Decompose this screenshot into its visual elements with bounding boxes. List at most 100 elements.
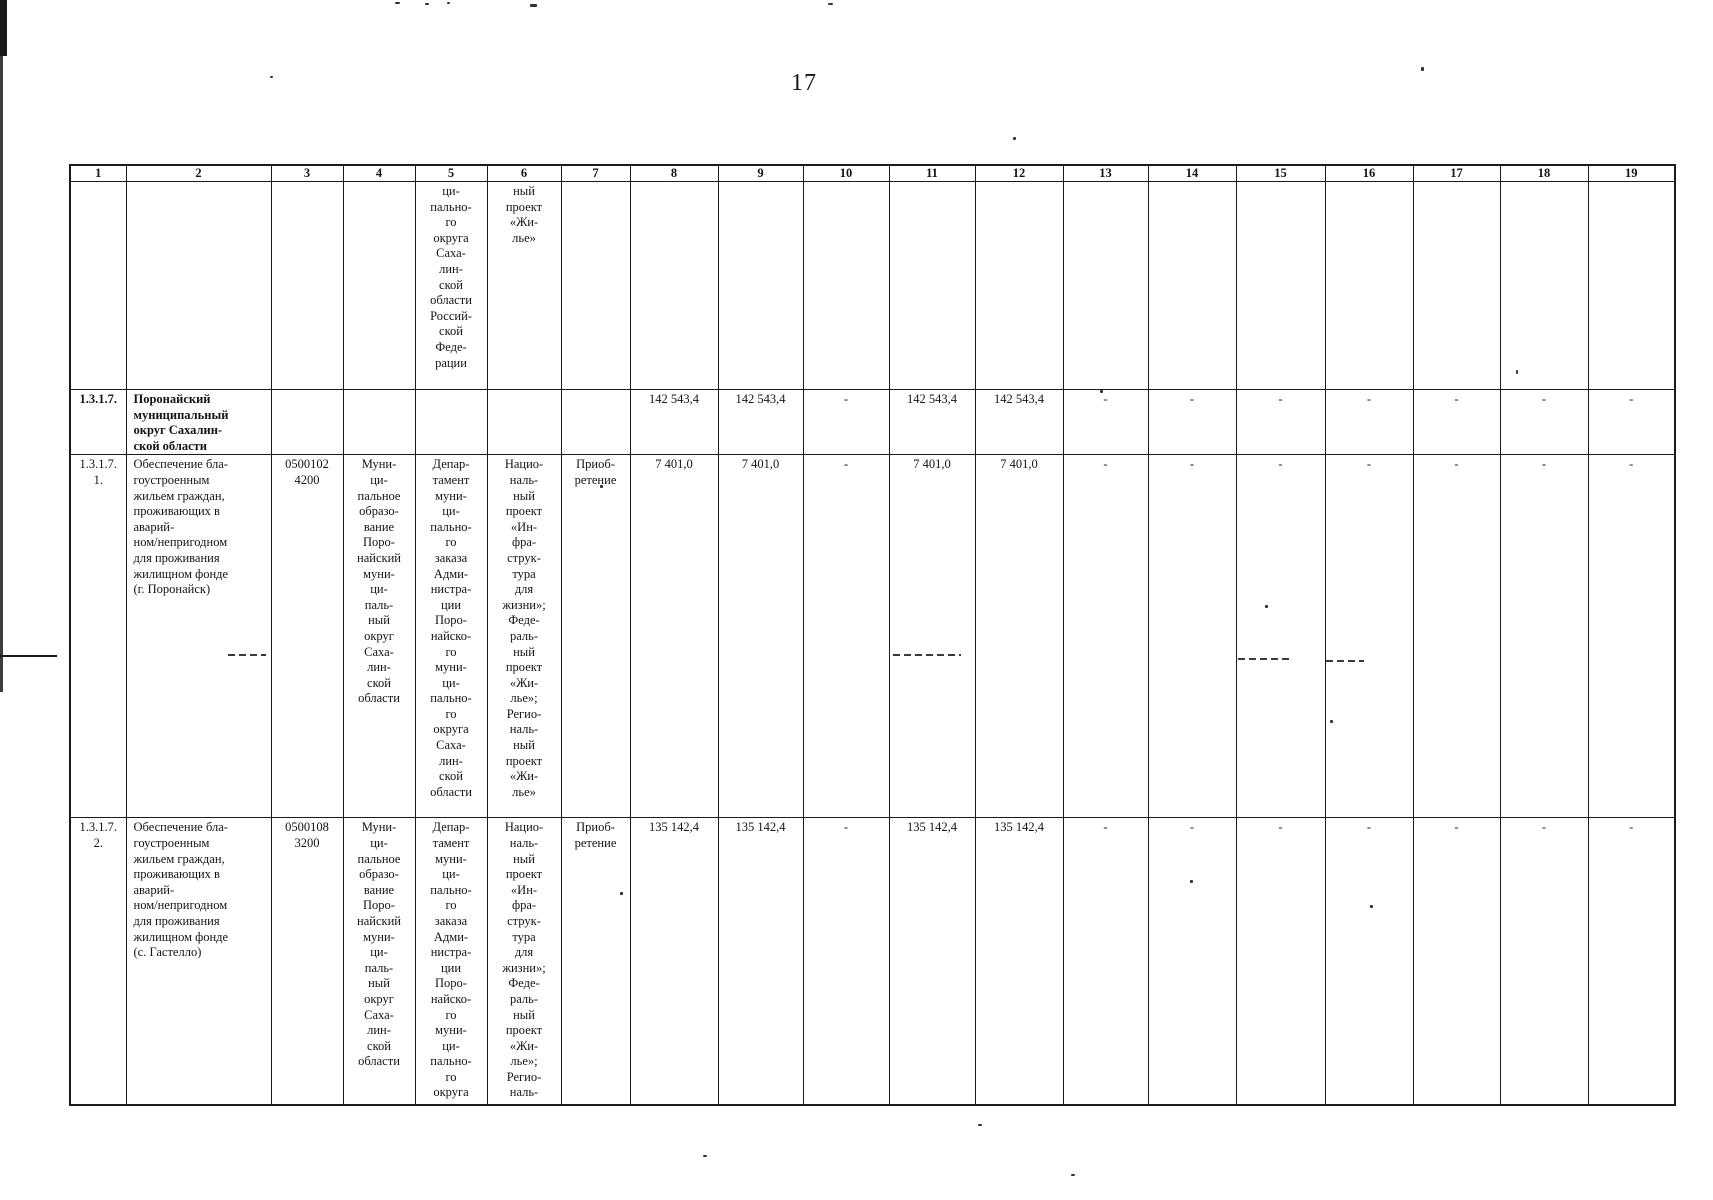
cell-row-1-3-1-7-col8: 142 543,4 (629, 388, 719, 456)
cell-row-1-3-1-7-col11: 142 543,4 (888, 388, 976, 456)
cell-carryover-row-col19 (1587, 181, 1676, 390)
column-header-15: 15 (1235, 164, 1326, 182)
cell-row-1-3-1-7-2-col5: Депар- тамент муни- ци- пально- го заказ… (414, 817, 488, 1106)
column-header-8: 8 (629, 164, 719, 182)
cell-row-1-3-1-7-1-col11: 7 401,0 (888, 454, 976, 819)
row-1-3-1-7-2: 1.3.1.7. 2. Обеспечение бла- гоустроенным… (69, 817, 1676, 1106)
cell-row-1-3-1-7-2-col17: - (1412, 817, 1501, 1106)
cell-row-1-3-1-7-2-col15: - (1235, 817, 1326, 1106)
scan-speck (978, 1124, 982, 1126)
scan-speck (530, 4, 537, 7)
cell-carryover-row-col5: ци- пально- го округа Саха- лин- ской об… (414, 181, 488, 390)
cell-row-1-3-1-7-2-col2: Обеспечение бла- гоустроенным жильем гра… (125, 817, 272, 1106)
cell-row-1-3-1-7-1-col10: - (802, 454, 890, 819)
column-header-1: 1 (69, 164, 127, 182)
cell-row-1-3-1-7-col12: 142 543,4 (974, 388, 1064, 456)
cell-carryover-row-col2 (125, 181, 272, 390)
column-header-13: 13 (1062, 164, 1149, 182)
cell-row-1-3-1-7-1-col9: 7 401,0 (717, 454, 804, 819)
cell-carryover-row-col18 (1499, 181, 1589, 390)
column-header-10: 10 (802, 164, 890, 182)
cell-carryover-row-col15 (1235, 181, 1326, 390)
column-header-19: 19 (1587, 164, 1676, 182)
cell-row-1-3-1-7-2-col8: 135 142,4 (629, 817, 719, 1106)
cell-row-1-3-1-7-col9: 142 543,4 (717, 388, 804, 456)
cell-row-1-3-1-7-col15: - (1235, 388, 1326, 456)
cell-row-1-3-1-7-col17: - (1412, 388, 1501, 456)
cell-carryover-row-col3 (270, 181, 344, 390)
cell-row-1-3-1-7-2-col19: - (1587, 817, 1676, 1106)
column-header-17: 17 (1412, 164, 1501, 182)
cell-row-1-3-1-7-2-col16: - (1324, 817, 1414, 1106)
column-header-5: 5 (414, 164, 488, 182)
column-header-11: 11 (888, 164, 976, 182)
cell-carryover-row-col4 (342, 181, 416, 390)
cell-row-1-3-1-7-col3 (270, 388, 344, 456)
cell-row-1-3-1-7-2-col3: 0500108 3200 (270, 817, 344, 1106)
cell-row-1-3-1-7-1-col3: 0500102 4200 (270, 454, 344, 819)
cell-carryover-row-col12 (974, 181, 1064, 390)
cell-row-1-3-1-7-1-col13: - (1062, 454, 1149, 819)
cell-row-1-3-1-7-1-col7: Приоб- ретение (560, 454, 631, 819)
carryover-row: ци- пально- го округа Саха- лин- ской об… (69, 181, 1676, 390)
cell-row-1-3-1-7-2-col6: Нацио- наль- ный проект «Ин- фра- струк-… (486, 817, 562, 1106)
cell-row-1-3-1-7-1-col18: - (1499, 454, 1589, 819)
cell-row-1-3-1-7-2-col1: 1.3.1.7. 2. (69, 817, 127, 1106)
scan-edge-line (0, 0, 3, 692)
cell-row-1-3-1-7-1-col5: Депар- тамент муни- ци- пально- го заказ… (414, 454, 488, 819)
cell-carryover-row-col1 (69, 181, 127, 390)
cell-carryover-row-col8 (629, 181, 719, 390)
cell-row-1-3-1-7-col7 (560, 388, 631, 456)
cell-row-1-3-1-7-1-col1: 1.3.1.7. 1. (69, 454, 127, 819)
page-number: 17 (791, 70, 817, 96)
scan-speck (447, 2, 450, 4)
scan-speck (1071, 1174, 1075, 1176)
scan-speck (1013, 137, 1016, 140)
column-header-3: 3 (270, 164, 344, 182)
scan-speck (1421, 67, 1424, 71)
cell-carryover-row-col11 (888, 181, 976, 390)
column-header-4: 4 (342, 164, 416, 182)
column-header-12: 12 (974, 164, 1064, 182)
cell-carryover-row-col9 (717, 181, 804, 390)
scan-edge-bar (0, 0, 7, 56)
cell-carryover-row-col17 (1412, 181, 1501, 390)
cell-carryover-row-col6: ный проект «Жи- лье» (486, 181, 562, 390)
column-header-14: 14 (1147, 164, 1237, 182)
cell-row-1-3-1-7-1-col12: 7 401,0 (974, 454, 1064, 819)
scan-speck (395, 2, 400, 4)
cell-row-1-3-1-7-1-col16: - (1324, 454, 1414, 819)
cell-row-1-3-1-7-1-col6: Нацио- наль- ный проект «Ин- фра- струк-… (486, 454, 562, 819)
row-1-3-1-7-1: 1.3.1.7. 1. Обеспечение бла- гоустроенным… (69, 454, 1676, 819)
cell-row-1-3-1-7-col6 (486, 388, 562, 456)
scan-speck (270, 76, 273, 78)
main-table: 1 2 3 4 5 6 7 8 9 10 11 12 13 14 15 16 17 18 19 ци- пально… (69, 164, 1676, 1106)
cell-row-1-3-1-7-1-col8: 7 401,0 (629, 454, 719, 819)
scan-speck (425, 3, 429, 5)
cell-carryover-row-col14 (1147, 181, 1237, 390)
cell-row-1-3-1-7-col10: - (802, 388, 890, 456)
scan-speck (703, 1155, 707, 1157)
cell-row-1-3-1-7-2-col11: 135 142,4 (888, 817, 976, 1106)
cell-carryover-row-col10 (802, 181, 890, 390)
row-1-3-1-7: 1.3.1.7. Поронайский муниципальный округ … (69, 388, 1676, 456)
column-header-18: 18 (1499, 164, 1589, 182)
cell-row-1-3-1-7-1-col4: Муни- ци- пальное образо- вание Поро- на… (342, 454, 416, 819)
cell-row-1-3-1-7-2-col14: - (1147, 817, 1237, 1106)
column-header-9: 9 (717, 164, 804, 182)
column-header-7: 7 (560, 164, 631, 182)
cell-row-1-3-1-7-col16: - (1324, 388, 1414, 456)
table-body: ци- пально- го округа Саха- лин- ской об… (69, 181, 1676, 1106)
cell-carryover-row-col7 (560, 181, 631, 390)
cell-row-1-3-1-7-col5 (414, 388, 488, 456)
cell-row-1-3-1-7-col13: - (1062, 388, 1149, 456)
cell-row-1-3-1-7-col2: Поронайский муниципальный округ Сахалин-… (125, 388, 272, 456)
cell-row-1-3-1-7-2-col9: 135 142,4 (717, 817, 804, 1106)
cell-row-1-3-1-7-col14: - (1147, 388, 1237, 456)
cell-row-1-3-1-7-2-col7: Приоб- ретение (560, 817, 631, 1106)
cell-row-1-3-1-7-2-col18: - (1499, 817, 1589, 1106)
cell-row-1-3-1-7-2-col13: - (1062, 817, 1149, 1106)
cell-carryover-row-col16 (1324, 181, 1414, 390)
cell-row-1-3-1-7-col19: - (1587, 388, 1676, 456)
